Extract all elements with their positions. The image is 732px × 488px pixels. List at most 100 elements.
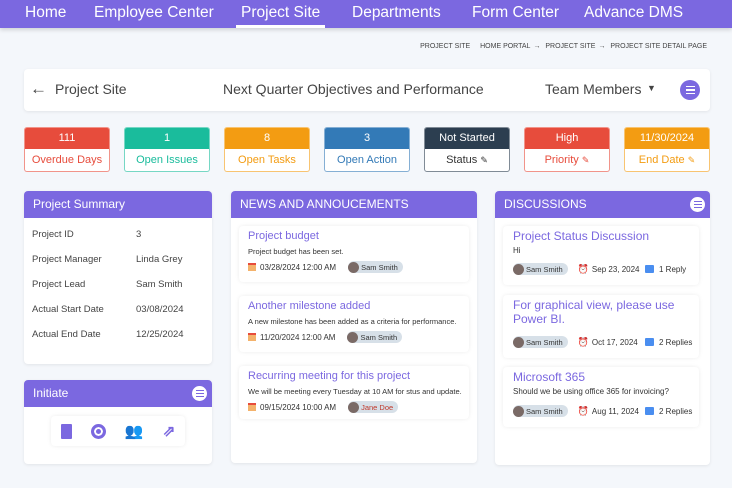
stat-card[interactable]: Not Started Status ✎ [424,127,510,172]
back-arrow-icon[interactable]: ← [30,79,47,98]
user-name: Sam Smith [360,332,398,342]
summary-value: 3 [136,229,142,240]
user-chip[interactable]: Sam Smith [513,336,568,348]
news-item[interactable]: Project budget Project budget has been s… [239,226,469,282]
chevron-down-icon[interactable]: ▼ [647,83,656,93]
team-members-dropdown[interactable]: Team Members [545,81,642,97]
stat-card: 3 Open Action [324,127,410,172]
summary-key: Project Lead [32,279,86,290]
menu-icon[interactable] [680,80,700,100]
discussion-title[interactable]: Microsoft 365 [513,370,586,384]
stat-card: 8 Open Tasks [224,127,310,172]
stat-value: 111 [25,128,109,149]
edit-icon[interactable]: ✎ [687,155,696,165]
avatar [348,261,360,273]
nav-advance-dms[interactable]: Advance DMS [584,4,684,21]
news-date: 03/28/2024 12:00 AM [260,262,337,272]
document-icon[interactable] [60,423,72,439]
calendar-icon [248,263,256,271]
stat-label: Open Issues [136,154,198,166]
avatar [513,405,524,417]
comment-icon [645,338,654,346]
news-title[interactable]: Another milestone added [248,300,371,312]
user-name: Sam Smith [526,337,563,347]
nav-form-center[interactable]: Form Center [472,4,559,21]
nav-employee-center[interactable]: Employee Center [94,4,214,21]
back-label[interactable]: Project Site [55,81,127,97]
stat-label: Open Action [337,154,397,166]
avatar [347,331,359,343]
stat-card[interactable]: High Priority ✎ [524,127,610,172]
news-desc: Project budget has been set. [248,247,344,256]
breadcrumb-home[interactable]: HOME PORTAL [480,43,531,50]
user-name: Sam Smith [526,264,563,274]
reply-count[interactable]: 2 Replies [659,337,693,347]
stat-card: 1 Open Issues [124,127,210,172]
clock-icon: ⏰ [577,405,589,416]
stat-value: 3 [325,128,409,149]
share-icon[interactable]: ⇗ [162,423,176,440]
news-desc: A new milestone has been added as a crit… [248,317,457,326]
user-name: Sam Smith [361,262,398,272]
clock-icon: ⏰ [577,336,589,347]
panel-title: NEWS AND ANNOUCEMENTS [231,191,477,218]
user-chip[interactable]: Sam Smith [513,263,568,275]
stat-label: Overdue Days [31,154,103,166]
nav-departments[interactable]: Departments [352,4,441,21]
record-icon[interactable] [90,423,106,439]
stat-value: 11/30/2024 [625,128,709,149]
stat-card[interactable]: 11/30/2024 End Date ✎ [624,127,710,172]
team-icon[interactable]: 👥 [124,423,144,440]
reply-count[interactable]: 1 Reply [659,264,687,274]
menu-icon[interactable] [690,197,705,212]
stat-label: End Date [638,154,685,166]
stat-value: 8 [225,128,309,149]
stat-card: 111 Overdue Days [24,127,110,172]
user-chip[interactable]: Jane Doe [348,401,399,413]
breadcrumb-label: PROJECT SITE [420,43,471,50]
nav-home[interactable]: Home [25,4,67,21]
news-title[interactable]: Recurring meeting for this project [248,370,411,382]
discussion-item[interactable]: Microsoft 365 Should we be using office … [503,367,699,427]
user-chip[interactable]: Sam Smith [348,261,403,273]
news-item[interactable]: Another milestone added A new milestone … [239,296,469,352]
discussion-date: Aug 11, 2024 [591,406,639,416]
reply-count[interactable]: 2 Replies [659,406,693,416]
panel-title: Project Summary [24,191,212,218]
breadcrumb: PROJECT SITE HOME PORTAL → PROJECT SITE → … [420,43,707,50]
news-date: 09/15/2024 10:00 AM [260,402,337,412]
user-chip[interactable]: Sam Smith [347,331,403,343]
user-name: Jane Doe [361,402,394,412]
stat-label: Priority [544,154,579,166]
clock-icon: ⏰ [577,263,589,274]
discussion-date: Oct 17, 2024 [591,337,638,347]
summary-value: 03/08/2024 [136,304,184,315]
project-header: ← Project Site Next Quarter Objectives a… [24,69,710,111]
panel-title: DISCUSSIONS [504,197,587,211]
discussion-desc: Should we be using office 365 for invoic… [513,387,669,396]
avatar [348,401,360,413]
discussion-item[interactable]: Project Status Discussion Hi Sam Smith ⏰… [503,226,699,285]
breadcrumb-project-site[interactable]: PROJECT SITE [545,43,596,50]
project-summary-panel: Project Summary Project ID 3 Project Manag… [24,191,212,364]
user-chip[interactable]: Sam Smith [513,405,568,417]
discussion-title[interactable]: Project Status Discussion [513,229,650,243]
news-date: 11/20/2024 12:00 AM [260,332,336,342]
menu-icon[interactable] [192,386,207,401]
comment-icon [645,265,654,273]
edit-icon[interactable]: ✎ [581,155,590,165]
avatar [513,336,524,348]
top-nav: Home Employee Center Project Site Depart… [0,0,732,28]
news-panel: NEWS AND ANNOUCEMENTS Project budget Pro… [231,191,477,463]
nav-project-site[interactable]: Project Site [236,4,326,28]
discussion-item[interactable]: For graphical view, please use Power BI.… [503,295,699,358]
news-item[interactable]: Recurring meeting for this project We wi… [239,366,469,419]
news-title[interactable]: Project budget [248,230,319,242]
stat-value: 1 [125,128,209,149]
edit-icon[interactable]: ✎ [480,155,488,165]
summary-key: Actual End Date [32,329,101,340]
discussion-title[interactable]: For graphical view, please use Power BI. [513,298,675,326]
summary-key: Project Manager [32,254,102,265]
calendar-icon [248,333,256,341]
panel-title: Initiate [33,386,69,400]
